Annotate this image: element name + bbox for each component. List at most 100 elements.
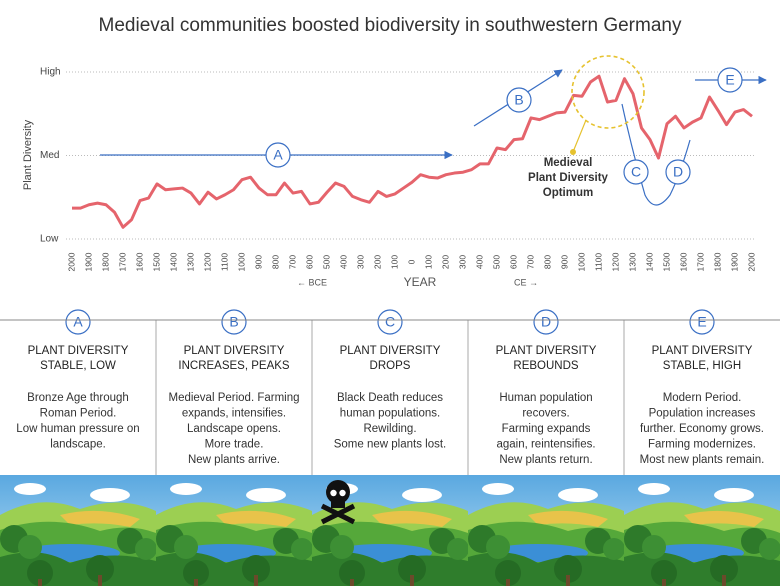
panel-letter: D [541, 314, 551, 330]
chart-title: Medieval communities boosted biodiversit… [99, 15, 682, 36]
x-tick-label: 900 [559, 255, 569, 269]
panel-letter: A [73, 314, 83, 330]
marker-circle [665, 159, 691, 185]
panel-body: More trade. [205, 439, 264, 451]
panel-body: Medieval Period. Farming [168, 392, 299, 404]
x-tick-label: 1700 [117, 252, 127, 271]
marker-circle [717, 67, 743, 93]
panel-body: again, reintensifies. [496, 439, 595, 451]
data-line [72, 74, 753, 229]
panel-body: Human population [499, 392, 592, 404]
x-tick-label: 800 [542, 255, 552, 269]
panel-letter: E [697, 314, 706, 330]
marker-circle [623, 159, 649, 185]
marker-circle [265, 142, 291, 168]
x-tick-label: 1300 [185, 252, 195, 271]
x-tick-label: 1500 [661, 252, 671, 271]
x-tick-label: 500 [491, 255, 501, 269]
panel-title: REBOUNDS [513, 360, 579, 372]
pointer [572, 119, 587, 153]
panel-body: Bronze Age through [27, 392, 129, 404]
x-axis-label: YEAR [404, 275, 437, 289]
panel-body: New plants return. [499, 454, 592, 466]
bce-label: ← BCE [297, 277, 327, 287]
x-tick-label: 1800 [100, 252, 110, 271]
panel-body: Some new plants lost. [334, 439, 447, 451]
x-tick-label: 300 [457, 255, 467, 269]
panel-body: expands, intensifies. [182, 408, 286, 420]
ce-label: CE → [514, 277, 538, 287]
x-tick-label: 1100 [593, 253, 603, 272]
x-tick-label: 1200 [202, 252, 212, 271]
x-tick-label: 1400 [168, 252, 178, 271]
x-tick-label: 1900 [83, 252, 93, 271]
landscapes [0, 475, 780, 586]
panel-body: Roman Period. [40, 408, 117, 420]
x-tick-label: 1600 [678, 252, 688, 271]
x-tick-label: 200 [372, 255, 382, 269]
y-tick-label: Low [40, 234, 59, 245]
marker-circle [506, 87, 532, 113]
pointer-dot [570, 149, 576, 155]
panel-body: New plants arrive. [188, 454, 280, 466]
marker-letter: B [514, 92, 523, 108]
panel-title: STABLE, LOW [40, 360, 116, 372]
x-tick-label: 900 [253, 255, 263, 269]
panel-body: Most new plants remain. [640, 454, 765, 466]
panel-title: INCREASES, PEAKS [178, 360, 290, 372]
panel-body: recovers. [522, 408, 569, 420]
y-tick-label: Med [40, 150, 59, 161]
x-tick-label: 400 [474, 255, 484, 269]
panel-body: further. Economy grows. [640, 423, 764, 435]
panel-title: STABLE, HIGH [663, 360, 741, 372]
panel-body: landscape. [50, 439, 106, 451]
x-tick-label: 1000 [236, 252, 246, 271]
x-tick-label: 1200 [610, 252, 620, 271]
x-tick-label: 600 [304, 255, 314, 269]
x-tick-label: 700 [525, 255, 535, 269]
annotation-text: Medieval [544, 157, 593, 169]
panel-body: Low human pressure on [16, 423, 139, 435]
annotation-text: Plant Diversity [528, 172, 608, 184]
panel-letter-circle [221, 309, 247, 335]
panel-body: Farming modernizes. [648, 439, 756, 451]
x-tick-label: 1700 [695, 252, 705, 271]
panel-body: human populations. [340, 408, 440, 420]
x-tick-label: 200 [440, 255, 450, 269]
panel-body: Modern Period. [663, 392, 742, 404]
panel-title: PLANT DIVERSITY [28, 345, 129, 357]
x-tick-label: 1800 [712, 252, 722, 271]
x-tick-label: 0 [406, 259, 416, 264]
marker-letter: A [273, 147, 283, 163]
panel-title: PLANT DIVERSITY [184, 345, 285, 357]
x-tick-label: 700 [287, 255, 297, 269]
panel-title: PLANT DIVERSITY [496, 345, 597, 357]
x-tick-label: 1300 [627, 252, 637, 271]
x-tick-label: 1600 [134, 252, 144, 271]
y-axis-label: Plant Diversity [22, 119, 34, 190]
panel-letter-circle [689, 309, 715, 335]
optimum-circle [571, 55, 645, 129]
x-tick-label: 100 [389, 255, 399, 269]
panel-title: PLANT DIVERSITY [652, 345, 753, 357]
annotation-text: Optimum [543, 187, 593, 199]
x-tick-label: 1500 [151, 252, 161, 271]
x-tick-label: 800 [270, 255, 280, 269]
x-tick-label: 400 [338, 255, 348, 269]
panel-body: Rewilding. [363, 423, 416, 435]
panel-letter: B [229, 314, 238, 330]
panel-body: Farming expands [502, 423, 591, 435]
panel-body: Landscape opens. [187, 423, 281, 435]
x-tick-label: 1900 [729, 252, 739, 271]
panel-letter-circle [377, 309, 403, 335]
marker-letter: D [673, 164, 683, 180]
x-tick-label: 2000 [746, 252, 756, 271]
panel-title: DROPS [370, 360, 411, 372]
skull-icon [320, 480, 356, 525]
y-tick-label: High [40, 67, 61, 78]
panel-letter-circle [65, 309, 91, 335]
x-tick-label: 500 [321, 255, 331, 269]
x-tick-label: 1100 [219, 253, 229, 272]
